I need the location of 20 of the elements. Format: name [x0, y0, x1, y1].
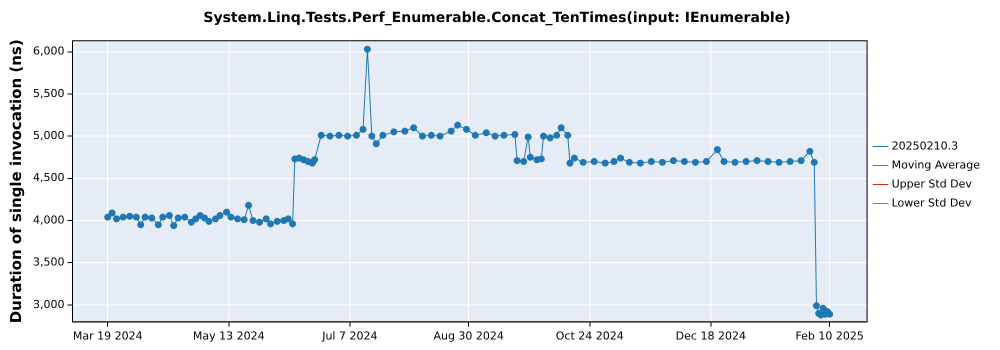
- legend-label: Moving Average: [892, 158, 980, 172]
- y-tick-label: 4,000: [32, 213, 64, 226]
- chart-title: System.Linq.Tests.Perf_Enumerable.Concat_TenTimes(input: IEnumerable): [203, 10, 791, 26]
- y-tick-label: 5,500: [32, 86, 64, 100]
- x-tick-label: Jul 7 2024: [321, 329, 378, 342]
- y-tick-label: 5,000: [32, 129, 64, 142]
- x-tick-label: Mar 19 2024: [72, 329, 143, 342]
- x-tick-label: Aug 30 2024: [433, 329, 504, 342]
- y-tick-label: 6,000: [32, 44, 64, 58]
- y-axis-title: Duration of single invocation (ns): [6, 39, 25, 324]
- y-tick-label: 4,500: [32, 171, 64, 184]
- legend-label: Lower Std Dev: [892, 196, 972, 210]
- legend-label: Upper Std Dev: [892, 177, 972, 190]
- y-tick-label: 3,000: [32, 298, 64, 311]
- x-tick-label: Oct 24 2024: [556, 329, 624, 342]
- x-tick-label: May 13 2024: [192, 329, 265, 342]
- y-tick-label: 3,500: [32, 256, 64, 269]
- legend-label: 20250210.3: [892, 139, 958, 152]
- x-tick-label: Feb 10 2025: [795, 329, 864, 342]
- x-tick-label: Dec 18 2024: [676, 329, 746, 342]
